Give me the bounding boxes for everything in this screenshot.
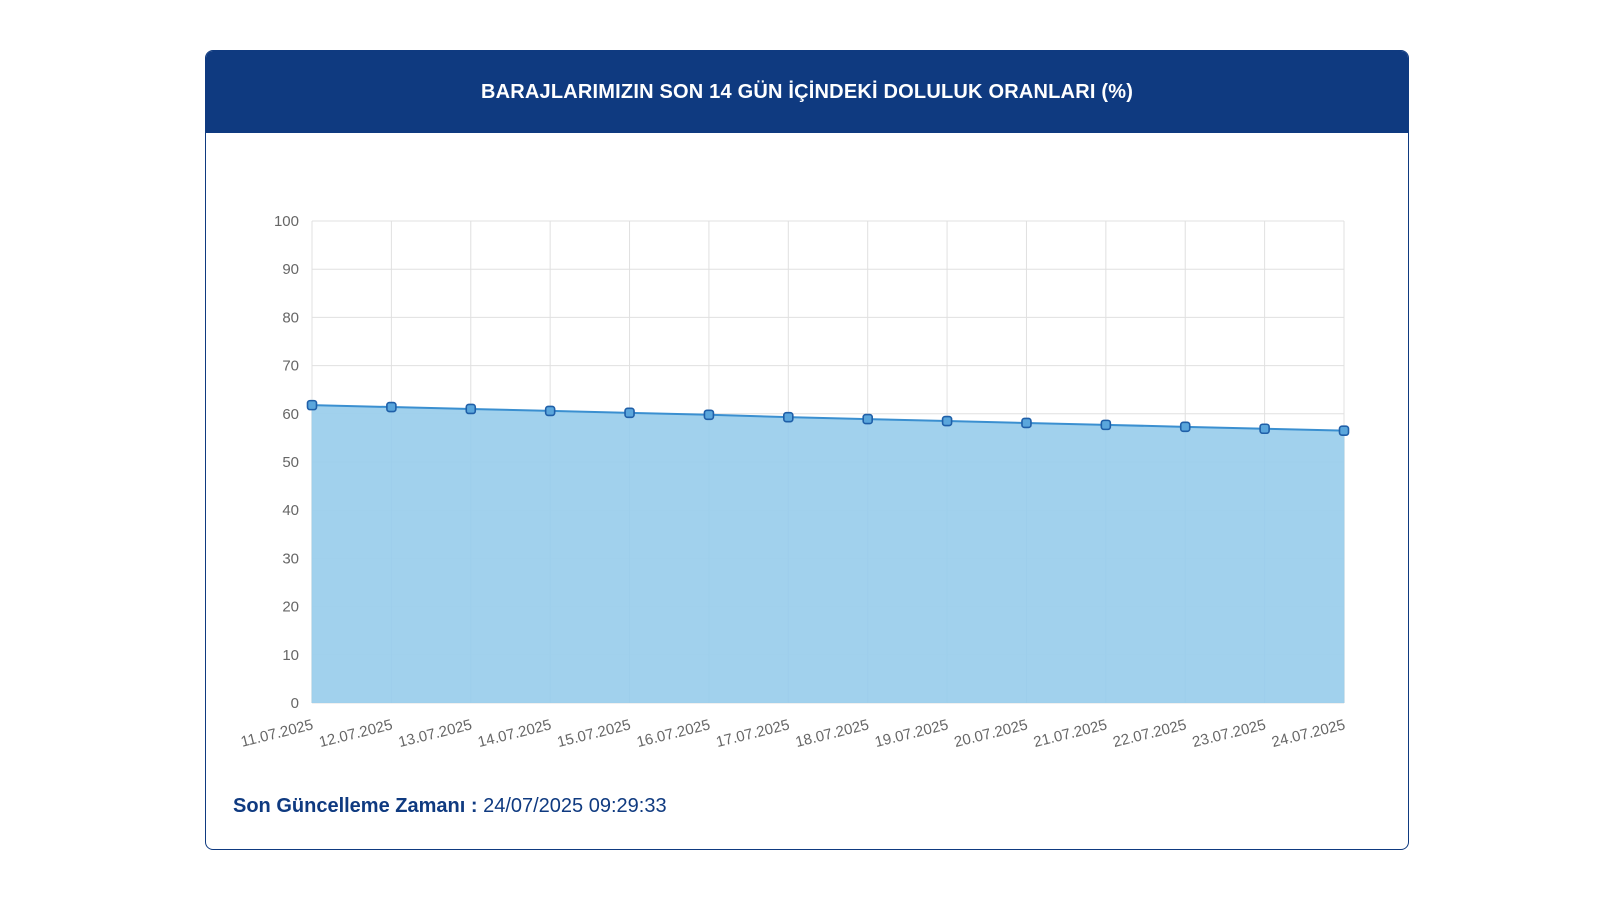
card-header: BARAJLARIMIZIN SON 14 GÜN İÇİNDEKİ DOLUL… <box>206 51 1408 133</box>
x-tick-label: 24.07.2025 <box>1270 716 1347 751</box>
data-point[interactable] <box>386 401 397 413</box>
x-tick-label: 23.07.2025 <box>1191 716 1268 751</box>
data-point[interactable] <box>703 409 715 421</box>
data-point[interactable] <box>1259 423 1270 435</box>
y-tick-label: 90 <box>282 261 299 278</box>
data-point[interactable] <box>1338 425 1350 436</box>
x-tick-label: 21.07.2025 <box>1032 716 1109 751</box>
x-tick-label: 18.07.2025 <box>794 716 871 751</box>
data-point[interactable] <box>1100 419 1112 431</box>
area-layer <box>312 405 1344 703</box>
data-point[interactable] <box>306 399 318 411</box>
x-tick-label: 15.07.2025 <box>556 716 633 751</box>
x-tick-label: 13.07.2025 <box>397 716 474 751</box>
x-axis-ticks: 11.07.2025 12.07.2025 13.07.2025 14.07.2025… <box>239 716 1347 751</box>
y-axis-ticks: 0 10 20 30 40 50 60 70 80 90 100 <box>274 213 299 712</box>
x-tick-label: 20.07.2025 <box>952 716 1029 751</box>
data-point[interactable] <box>544 405 556 417</box>
data-point[interactable] <box>1021 417 1032 429</box>
data-point[interactable] <box>465 403 477 415</box>
data-point[interactable] <box>1179 421 1191 433</box>
y-tick-label: 80 <box>282 309 299 326</box>
x-tick-label: 12.07.2025 <box>317 716 394 751</box>
y-tick-label: 30 <box>282 550 299 567</box>
y-tick-label: 10 <box>282 647 299 664</box>
data-point[interactable] <box>624 407 635 419</box>
dam-fill-chart: 0 10 20 30 40 50 60 70 80 90 100 11.07.2025 12.07.2… <box>239 213 1350 751</box>
y-tick-label: 60 <box>282 406 299 423</box>
last-update-value: 24/07/2025 09:29:33 <box>483 795 667 817</box>
y-tick-label: 100 <box>274 213 299 230</box>
y-tick-label: 50 <box>282 454 299 471</box>
x-tick-label: 16.07.2025 <box>635 716 712 751</box>
x-tick-label: 22.07.2025 <box>1111 716 1188 751</box>
last-update: Son Güncelleme Zamanı : 24/07/2025 09:29… <box>233 795 667 818</box>
chart-area: 0 10 20 30 40 50 60 70 80 90 100 11.07.2025 12.07.2… <box>206 133 1408 773</box>
line-layer <box>311 404 1345 432</box>
chart-title: BARAJLARIMIZIN SON 14 GÜN İÇİNDEKİ DOLUL… <box>480 80 1134 103</box>
chart-card: BARAJLARIMIZIN SON 14 GÜN İÇİNDEKİ DOLUL… <box>205 50 1409 850</box>
data-point[interactable] <box>862 413 873 425</box>
area-fill <box>312 405 1344 703</box>
last-update-label: Son Güncelleme Zamanı : <box>233 795 478 817</box>
series-line <box>311 404 1345 432</box>
marker-layer <box>306 399 1350 436</box>
y-tick-label: 70 <box>282 358 299 375</box>
data-point[interactable] <box>783 411 794 423</box>
x-tick-label: 11.07.2025 <box>239 716 315 750</box>
y-tick-label: 40 <box>282 502 299 519</box>
y-tick-label: 0 <box>291 695 299 712</box>
x-tick-label: 19.07.2025 <box>873 716 950 751</box>
y-tick-label: 20 <box>282 599 299 616</box>
x-tick-label: 17.07.2025 <box>714 716 791 751</box>
data-point[interactable] <box>941 415 953 427</box>
x-tick-label: 14.07.2025 <box>476 716 553 751</box>
